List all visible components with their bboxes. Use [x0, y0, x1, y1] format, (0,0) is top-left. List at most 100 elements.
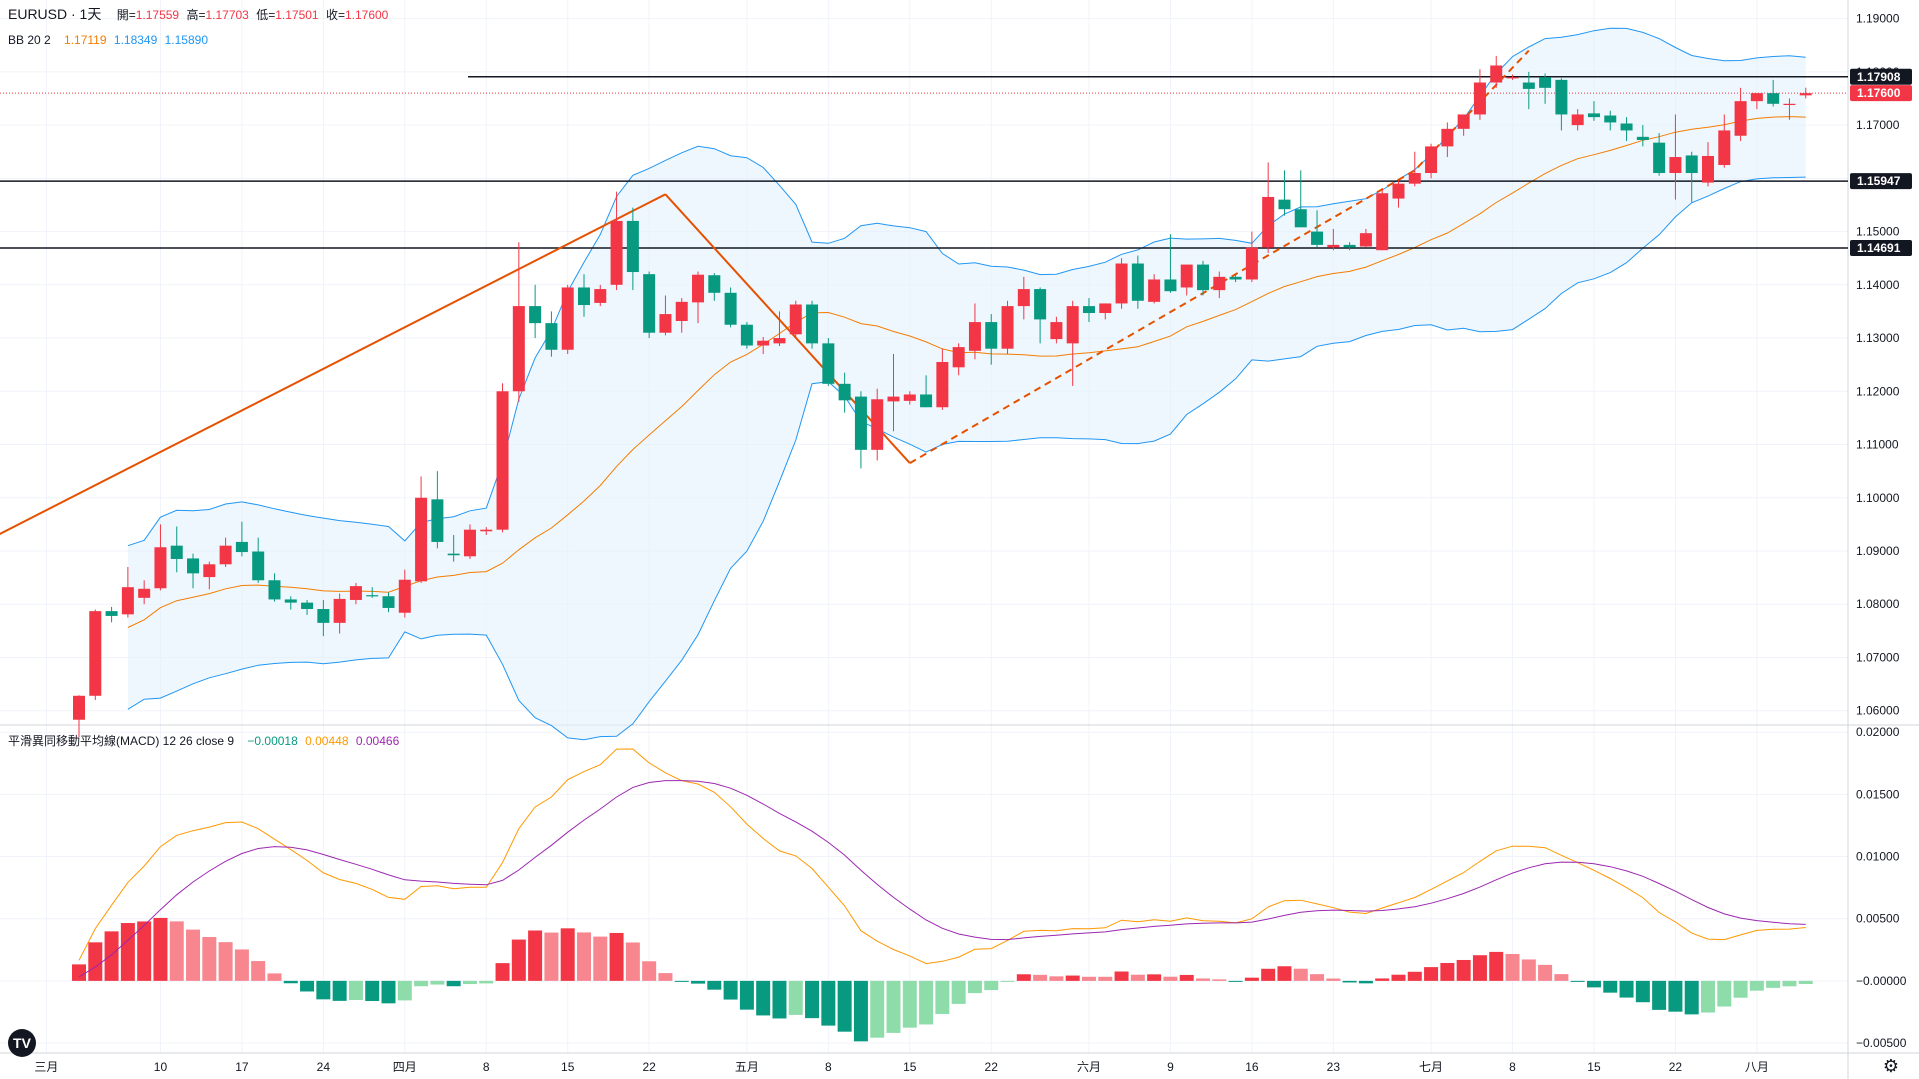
- candle: [1620, 117, 1633, 142]
- open-value: 1.17559: [135, 8, 180, 22]
- candle: [871, 388, 884, 461]
- price-tick-label: 1.11000: [1856, 438, 1899, 452]
- candle: [1539, 73, 1552, 104]
- bb-upper-line: [127, 27, 1806, 547]
- time-tick-label: 22: [985, 1060, 999, 1074]
- macd-histogram-bar: [1065, 975, 1080, 981]
- time-tick-label: 四月: [393, 1060, 417, 1074]
- candle: [138, 580, 151, 605]
- macd-histogram-bar: [1293, 968, 1308, 981]
- macd-histogram-bar: [462, 980, 477, 985]
- macd-histogram-bar: [169, 921, 184, 981]
- candle-body: [1034, 289, 1047, 320]
- candle: [349, 582, 362, 605]
- candle-body: [626, 220, 639, 273]
- gear-icon[interactable]: ⚙: [1882, 1056, 1899, 1076]
- macd-histogram-bar: [397, 980, 412, 1001]
- trendline-dashed-up: [909, 49, 1530, 464]
- high-label: 高=: [186, 8, 206, 22]
- candle-body: [463, 529, 476, 557]
- candle-body: [659, 314, 672, 333]
- candle-body: [1213, 276, 1226, 291]
- candle-body: [529, 306, 542, 324]
- candle-body: [1539, 77, 1552, 88]
- macd-histogram-bar: [951, 980, 966, 1004]
- price-tick-label: 1.06000: [1856, 704, 1900, 718]
- candle: [154, 524, 167, 591]
- high-value: 1.17703: [205, 8, 249, 22]
- macd-histogram-bar: [1717, 980, 1732, 1007]
- macd-histogram-bar: [609, 932, 624, 981]
- candle: [1327, 228, 1340, 251]
- candle: [382, 592, 395, 613]
- candle-body: [968, 322, 981, 351]
- candle: [985, 314, 998, 365]
- candle: [496, 383, 509, 533]
- macd-histogram-bar: [1652, 980, 1667, 1010]
- candle-body: [1131, 263, 1144, 301]
- macd-histogram-bar: [1310, 974, 1325, 981]
- candle-body: [577, 287, 590, 306]
- candle-body: [724, 292, 737, 325]
- candle-body: [1262, 196, 1275, 248]
- candle: [1213, 271, 1226, 299]
- candle: [1587, 101, 1600, 121]
- candle: [1490, 55, 1503, 88]
- macd-histogram-bar: [300, 980, 315, 992]
- candle: [366, 587, 379, 598]
- macd-histogram-bar: [283, 980, 298, 984]
- candle-body: [89, 611, 102, 696]
- candle: [1115, 258, 1128, 309]
- candle: [626, 207, 639, 291]
- candle-body: [757, 340, 770, 346]
- macd-histogram-bar: [723, 980, 738, 1000]
- candle: [1718, 114, 1731, 168]
- macd-histogram-bar: [1033, 974, 1048, 981]
- candle: [89, 609, 102, 701]
- candle: [577, 274, 590, 317]
- candle: [187, 553, 200, 589]
- candle-body: [382, 596, 395, 608]
- candle: [203, 561, 216, 590]
- candle-body: [1229, 276, 1242, 280]
- candle-body: [740, 324, 753, 346]
- macd-tick-label: 0.02000: [1856, 725, 1900, 739]
- tradingview-logo-icon[interactable]: TV: [8, 1029, 36, 1057]
- candle: [1636, 125, 1649, 147]
- candle-body: [219, 545, 232, 565]
- macd-histogram-bar: [919, 980, 934, 1025]
- macd-histogram-bar: [1244, 977, 1259, 981]
- macd-histogram-bar: [1782, 980, 1797, 987]
- macd-histogram-bar: [1749, 980, 1764, 991]
- candle: [561, 284, 574, 355]
- macd-hist: −0.00018: [247, 734, 298, 748]
- candle-body: [1327, 244, 1340, 248]
- candle-body: [1653, 142, 1666, 174]
- candle-body: [1457, 114, 1470, 129]
- price-tick-label: 1.13000: [1856, 331, 1900, 345]
- macd-histogram-bar: [88, 942, 103, 981]
- macd-tick-label: 0.00500: [1856, 912, 1900, 926]
- macd-histogram-bar: [1049, 976, 1064, 981]
- candle: [170, 526, 183, 573]
- candle: [73, 695, 85, 738]
- candle: [301, 599, 314, 615]
- macd-histogram-bar: [511, 939, 526, 981]
- macd-histogram-bar: [935, 980, 950, 1014]
- macd-histogram-bar: [1358, 980, 1373, 984]
- candle: [1164, 234, 1177, 293]
- macd-histogram-bar: [544, 932, 559, 981]
- macd-histogram-bar: [365, 980, 380, 1002]
- candle: [1343, 242, 1356, 251]
- time-tick-label: 8: [483, 1060, 490, 1074]
- candle: [1457, 114, 1470, 136]
- candle-body: [1278, 199, 1291, 210]
- candle: [1425, 143, 1438, 179]
- macd-histogram-bar: [1342, 980, 1357, 983]
- time-tick-label: 15: [561, 1060, 575, 1074]
- macd-histogram-bar: [479, 980, 494, 984]
- macd-histogram-bar: [805, 980, 820, 1019]
- candle: [105, 606, 118, 623]
- macd-histogram-bar: [446, 980, 461, 987]
